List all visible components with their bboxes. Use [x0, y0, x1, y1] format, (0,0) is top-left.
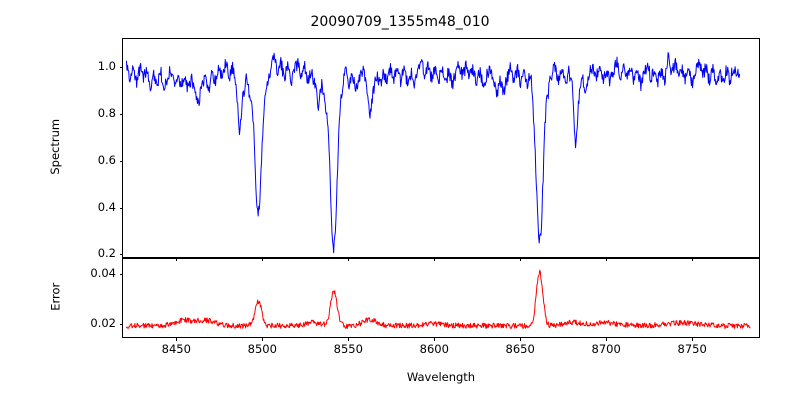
- y-tick-label: 1.0: [97, 59, 116, 74]
- x-tick-mark: [434, 337, 436, 341]
- x-tick-label: 8600: [419, 342, 449, 356]
- spectrum-axes: 0.2 0.4 0.6 0.8 1.0: [98, 38, 760, 261]
- error-y-axis-label: Error: [48, 282, 63, 311]
- x-tick-mark: [262, 337, 264, 341]
- y-tick-label: 0.6: [97, 152, 116, 167]
- page-title: 20090709_1355m48_010: [310, 14, 490, 30]
- spectrum-y-axis-label: Spectrum: [48, 118, 63, 175]
- x-tick-mark: [606, 337, 608, 341]
- y-tick-mark: [119, 113, 123, 115]
- y-tick-label: 0.04: [90, 266, 116, 280]
- y-tick-label: 0.4: [97, 199, 116, 214]
- error-axes: 0.02 0.04 8450 8500 8550 8600 8650 8700 8750: [90, 258, 760, 355]
- y-tick-mark: [119, 324, 123, 326]
- y-tick-mark: [119, 274, 123, 276]
- x-tick-label: 8500: [247, 342, 277, 356]
- x-tick-label: 8550: [333, 342, 363, 356]
- x-tick-mark: [348, 337, 350, 341]
- x-axis-label: Wavelength: [406, 370, 476, 384]
- spectrum-line-series: [123, 39, 759, 257]
- x-tick-label: 8450: [161, 342, 191, 356]
- y-tick-mark: [119, 160, 123, 162]
- y-tick-label: 0.8: [97, 105, 116, 120]
- x-tick-label: 8700: [591, 342, 621, 356]
- y-tick-mark: [119, 67, 123, 69]
- x-tick-mark: [692, 337, 694, 341]
- y-tick-mark: [119, 207, 123, 209]
- x-tick-mark: [520, 337, 522, 341]
- error-line-series: [123, 259, 759, 337]
- x-tick-mark: [176, 337, 178, 341]
- y-tick-label: 0.02: [90, 316, 116, 330]
- x-tick-label: 8650: [505, 342, 535, 356]
- y-tick-mark: [119, 254, 123, 256]
- y-tick-label: 0.2: [97, 246, 116, 261]
- x-tick-label: 8750: [677, 342, 707, 356]
